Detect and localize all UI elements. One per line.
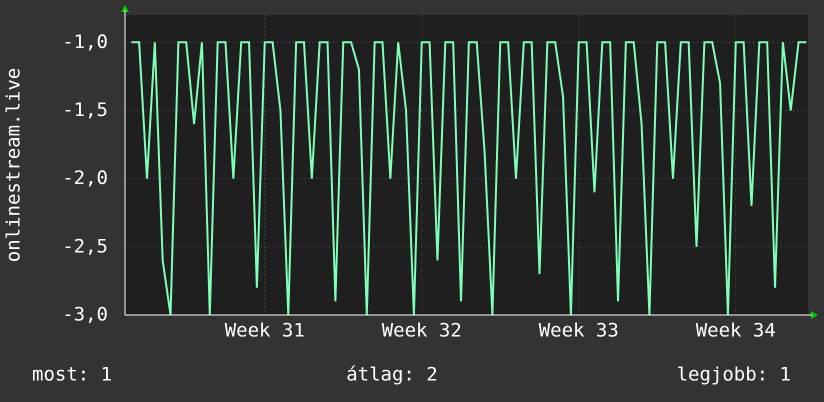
y-tick-label: -1,5 xyxy=(62,99,108,121)
y-axis-label: onlinestream.live xyxy=(3,68,25,262)
x-tick-label: Week 32 xyxy=(382,320,462,342)
x-tick-label: Week 31 xyxy=(225,320,305,342)
x-tick-label: Week 33 xyxy=(539,320,619,342)
y-tick-label: -2,0 xyxy=(62,167,108,189)
data-line xyxy=(131,41,807,316)
y-tick-label: -3,0 xyxy=(62,304,108,326)
x-tick-label: Week 34 xyxy=(696,320,776,342)
legend-current: most: 1 xyxy=(32,364,112,386)
axis-arrow xyxy=(121,5,129,12)
y-tick-label: -2,5 xyxy=(62,235,108,257)
y-tick-label: -1,0 xyxy=(62,31,108,53)
axis-arrow xyxy=(811,311,818,319)
legend-average: átlag: 2 xyxy=(346,364,438,386)
legend-max: legjobb: 1 xyxy=(677,364,791,386)
